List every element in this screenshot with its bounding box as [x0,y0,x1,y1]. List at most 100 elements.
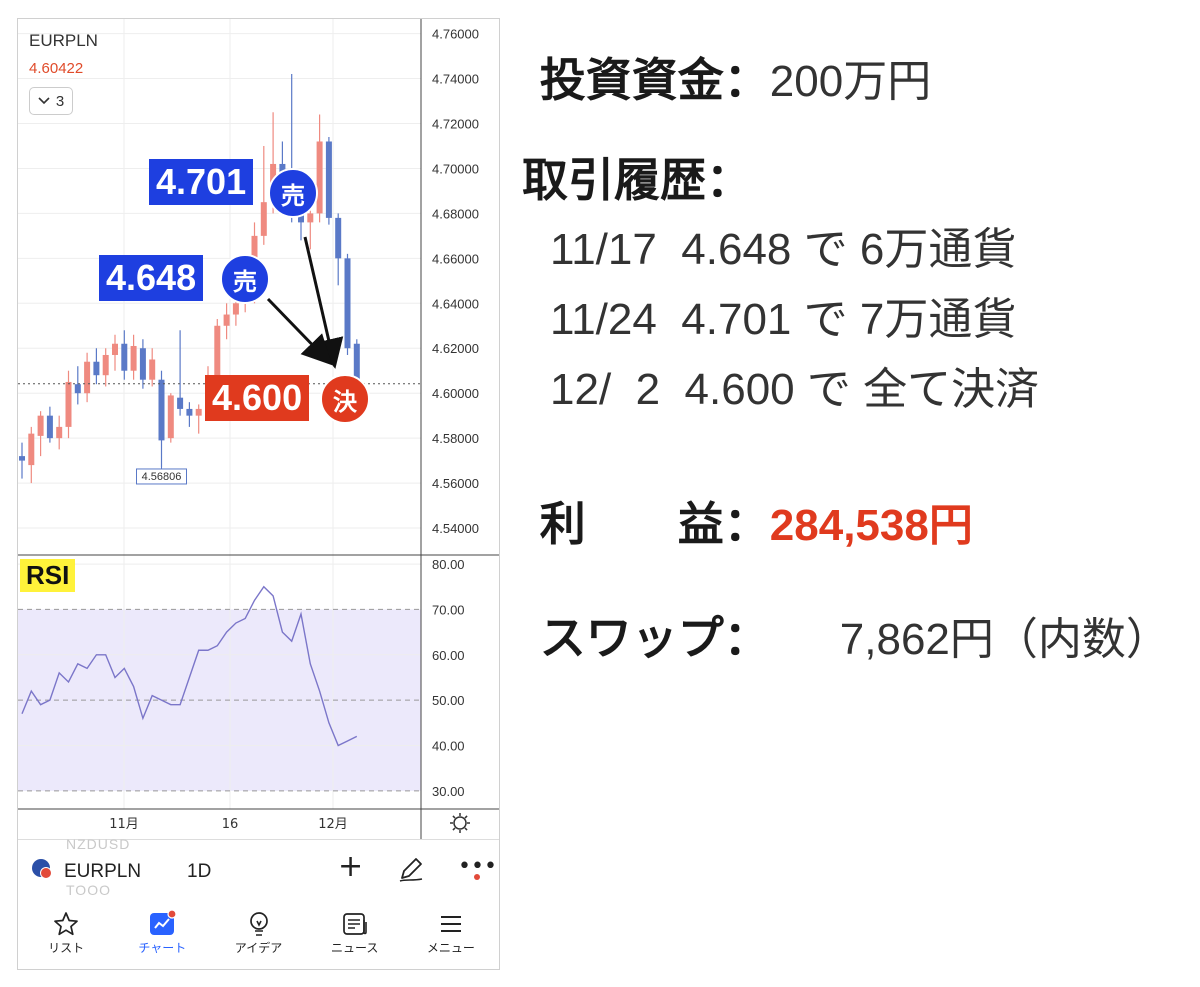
history-row: 12/ 2 4.600 で 全て決済 [550,365,1040,414]
time-tick-label: 11月 [109,817,139,832]
price-tick-label: 4.62000 [432,341,479,356]
time-tick-label: 16 [222,817,239,832]
candle-body [37,415,44,436]
swap-value: 7,862円（内数） [839,615,1170,664]
history-label: 取引履歴： [522,154,752,206]
nav-label-chart: チャート [138,941,187,955]
time-tick-label: 12月 [318,817,348,832]
low-marker-box [136,468,187,485]
candle-body [298,213,304,223]
gear-icon [450,813,470,833]
currency-flag-icon [32,859,52,879]
candle-body [307,213,314,223]
price-tick-label: 4.54000 [432,521,479,536]
gear-icon-tooth [452,815,456,819]
gear-icon-tooth [464,827,468,831]
candle-body [102,354,109,376]
symbol-selector[interactable]: EURPLN [64,861,142,882]
candle-body [260,202,267,236]
indicator-count: 3 [55,92,65,110]
candle-body [325,141,332,218]
nav-item-news[interactable]: ニュース [307,897,403,969]
candle-body [186,408,193,416]
nav-item-list[interactable]: リスト [18,897,114,969]
candle-body [121,343,128,371]
price-tick-label: 4.76000 [432,27,479,42]
price-tick-label: 4.56000 [432,476,479,491]
arrow-sell2-to-close [266,297,333,366]
plus-icon[interactable]: + [338,849,364,884]
candle-body [84,361,91,394]
close-tag: 決 [320,374,370,424]
candle-body [19,456,25,461]
chevron-down-icon [38,97,50,105]
candle-body [353,343,360,385]
gear-icon-tooth [464,815,468,819]
rsi-tick-label: 60.00 [432,648,465,663]
timeframe-selector[interactable]: 1D [187,861,212,882]
profit-value: 284,538円 [769,501,973,550]
price-chart[interactable]: 4.76000 4.74000 4.72000 4.70000 4.68000 4.660… [18,19,499,839]
star-icon [54,912,78,936]
candle-body [28,433,35,466]
nav-item-chart[interactable]: チャート [114,897,210,969]
close-price-badge: 4.600 [205,375,310,421]
rsi-tick-label: 50.00 [432,693,465,708]
candle-body [177,397,184,409]
nav-item-ideas[interactable]: アイデア [210,897,306,969]
candle-body [158,379,165,441]
ghost-symbol-top: NZDUSD [66,836,131,852]
sell1-price-badge: 4.701 [149,159,254,205]
price-tick-label: 4.70000 [432,161,479,176]
menu-icon [440,916,461,932]
nav-label-ideas: アイデア [234,941,283,955]
candle-body [56,426,63,439]
indicator-toggle-button[interactable]: 3 [29,87,73,115]
swap-label: スワップ： [539,612,770,664]
nav-item-menu[interactable]: メニュー [403,897,499,969]
candle-body [65,381,72,427]
history-row: 11/17 4.648 で 6万通貨 [550,225,1017,274]
rsi-tick-label: 40.00 [432,739,465,754]
gear-icon-tooth [452,827,456,831]
price-tick-label: 4.64000 [432,296,479,311]
candle-body [214,325,221,394]
candle-body [112,343,118,355]
price-tick-label: 4.74000 [432,72,479,87]
candle-body [139,348,146,380]
sell1-tag: 売 [268,168,318,218]
price-tick-label: 4.58000 [432,431,479,446]
notification-dot [474,874,480,880]
candle-body [93,361,100,376]
price-tick-label: 4.66000 [432,251,479,266]
price-tick-label: 4.68000 [432,206,479,221]
candle-body [195,408,202,416]
gear-icon-ring [453,816,467,830]
candle-body [316,141,323,214]
bottom-navigation: リスト チャート アイデア ニュース メニュー [18,897,499,969]
pen-icon[interactable] [396,854,426,884]
nav-label-list: リスト [48,941,85,955]
lightbulb-icon [249,912,268,936]
low-marker-label: 4.56806 [142,471,182,483]
chart-symbol-title: EURPLN [29,31,98,50]
profit-label: 利 益： [539,498,770,550]
sell2-price-badge: 4.648 [99,255,204,301]
candle-body [46,415,53,439]
ghost-symbol-bottom: TOOO [66,882,111,898]
chart-last-price: 4.60422 [29,60,84,77]
chart-toolbar: NZDUSD TOOO EURPLN 1D + ••• [18,836,499,898]
arrow-sell1-to-close [303,236,344,369]
nav-label-news: ニュース [331,941,379,955]
candle-body [130,345,137,371]
capital-label: 投資資金： [539,54,770,106]
capital-value: 200万円 [769,57,932,106]
rsi-tick-label: 30.00 [432,784,465,799]
candle-body [232,303,239,315]
rsi-tick-label: 70.00 [432,602,465,617]
trading-app-panel: 4.76000 4.74000 4.72000 4.70000 4.68000 4.660… [17,18,500,970]
candle-body [344,258,351,349]
candle-body [335,217,342,259]
rsi-label: RSI [20,559,76,592]
candle-body [223,314,230,326]
